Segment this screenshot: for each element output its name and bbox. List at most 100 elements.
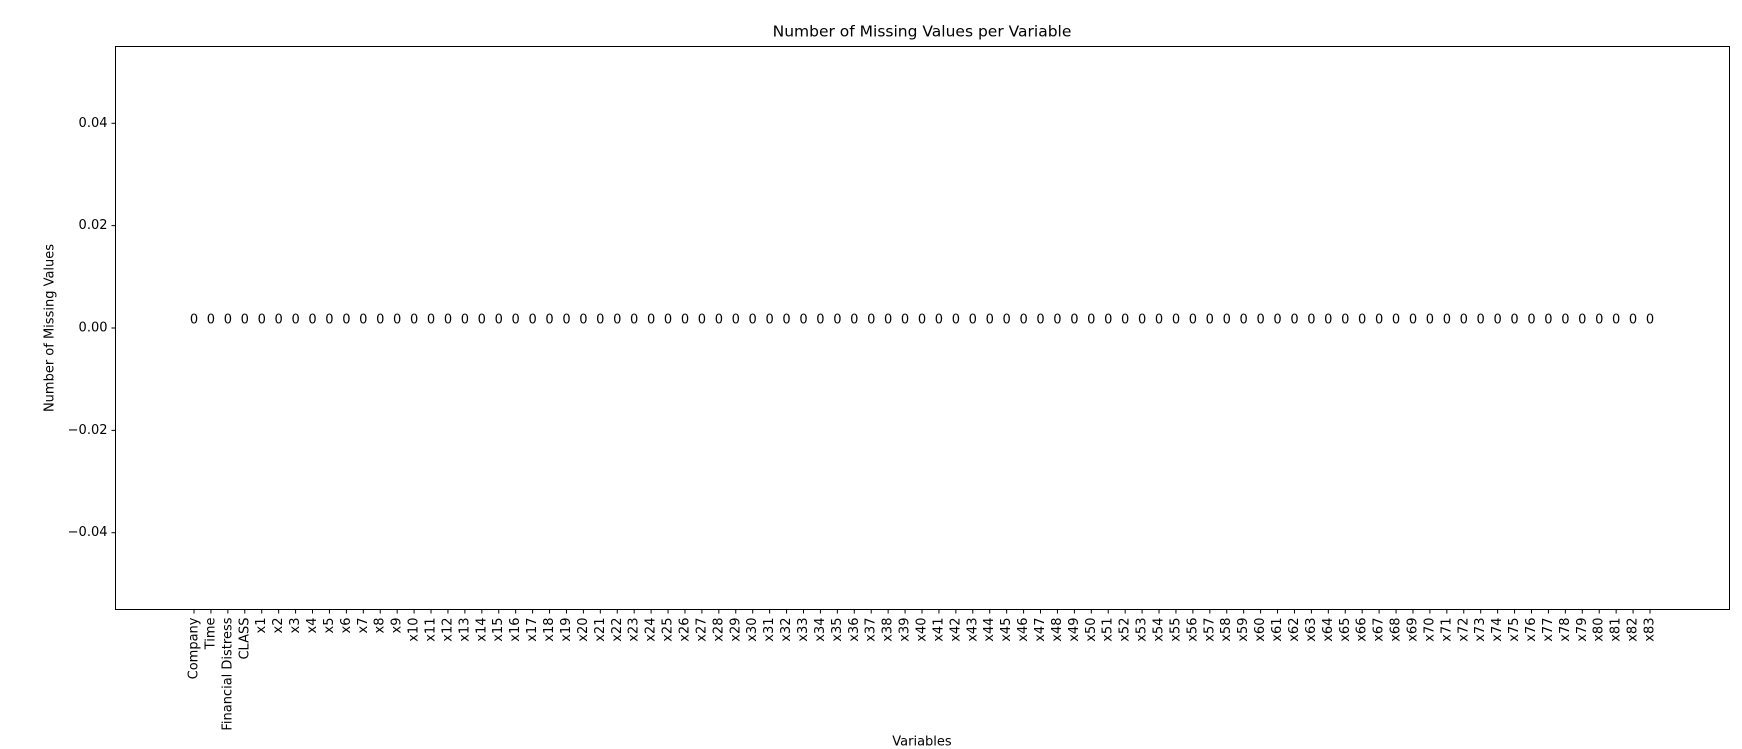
x-tick-label: x18: [542, 618, 557, 642]
x-tick-label: x19: [559, 618, 574, 642]
value-label: 0: [732, 313, 740, 328]
value-label: 0: [1561, 313, 1569, 328]
value-label: 0: [359, 313, 367, 328]
plot-frame: [115, 46, 1730, 610]
x-tick-label: x46: [1016, 618, 1031, 642]
value-label: 0: [1223, 313, 1231, 328]
x-tick-label: x10: [407, 618, 422, 642]
x-tick-label: Time: [203, 618, 218, 651]
x-tick-label: x32: [779, 618, 794, 642]
value-label: 0: [1070, 313, 1078, 328]
x-tick-label: x17: [525, 618, 540, 642]
x-tick-label: x33: [796, 618, 811, 642]
value-label: 0: [1138, 313, 1146, 328]
value-label: 0: [224, 313, 232, 328]
x-tick-label: x56: [1185, 618, 1200, 642]
x-tick-label: x3: [288, 618, 303, 634]
x-tick-label: x8: [373, 618, 388, 634]
value-label: 0: [1595, 313, 1603, 328]
value-label: 0: [1087, 313, 1095, 328]
value-label: 0: [258, 313, 266, 328]
value-label: 0: [308, 313, 316, 328]
value-label: 0: [1358, 313, 1366, 328]
value-label: 0: [1375, 313, 1383, 328]
x-tick-label: x27: [694, 618, 709, 642]
value-label: 0: [512, 313, 520, 328]
value-label: 0: [799, 313, 807, 328]
value-label: 0: [596, 313, 604, 328]
chart-title: Number of Missing Values per Variable: [773, 23, 1072, 41]
x-tick-label: x34: [813, 618, 828, 642]
x-tick-label: x50: [1084, 618, 1099, 642]
value-label: 0: [495, 313, 503, 328]
x-tick-label: x75: [1507, 618, 1522, 642]
value-label: 0: [410, 313, 418, 328]
value-label: 0: [444, 313, 452, 328]
value-label: 0: [1290, 313, 1298, 328]
value-label: 0: [1477, 313, 1485, 328]
value-label: 0: [1460, 313, 1468, 328]
x-tick-label: x5: [322, 618, 337, 634]
x-tick-label: x70: [1422, 618, 1437, 642]
value-label: 0: [1578, 313, 1586, 328]
x-tick-label: x4: [305, 618, 320, 634]
value-label: 0: [275, 313, 283, 328]
value-label: 0: [1240, 313, 1248, 328]
value-label: 0: [884, 313, 892, 328]
x-tick-label: x62: [1287, 618, 1302, 642]
value-label: 0: [1172, 313, 1180, 328]
x-tick-label: x11: [424, 618, 439, 642]
value-label: 0: [528, 313, 536, 328]
value-label: 0: [850, 313, 858, 328]
x-tick-label: x15: [491, 618, 506, 642]
x-tick-label: x57: [1202, 618, 1217, 642]
x-tick-label: x16: [508, 618, 523, 642]
value-label: 0: [749, 313, 757, 328]
value-label: 0: [1155, 313, 1163, 328]
value-label: 0: [1646, 313, 1654, 328]
x-tick-label: x12: [440, 618, 455, 642]
x-tick-label: x55: [1168, 618, 1183, 642]
x-tick-label: x73: [1473, 618, 1488, 642]
x-tick-label: x78: [1558, 618, 1573, 642]
x-tick-label: x20: [576, 618, 591, 642]
value-label: 0: [1104, 313, 1112, 328]
value-label: 0: [935, 313, 943, 328]
x-tick-label: x14: [474, 618, 489, 642]
value-label: 0: [867, 313, 875, 328]
value-label: 0: [325, 313, 333, 328]
value-label: 0: [1273, 313, 1281, 328]
value-label: 0: [647, 313, 655, 328]
x-tick-label: x65: [1338, 618, 1353, 642]
x-tick-label: x1: [254, 618, 269, 634]
x-tick-label: x79: [1575, 618, 1590, 642]
x-tick-label: x49: [1067, 618, 1082, 642]
x-tick-label: x13: [457, 618, 472, 642]
value-label: 0: [393, 313, 401, 328]
x-tick-label: x7: [356, 618, 371, 634]
value-label: 0: [630, 313, 638, 328]
x-tick-label: x63: [1304, 618, 1319, 642]
value-label: 0: [478, 313, 486, 328]
value-label: 0: [1307, 313, 1315, 328]
value-label: 0: [1612, 313, 1620, 328]
value-label: 0: [986, 313, 994, 328]
x-tick-label: x22: [610, 618, 625, 642]
x-tick-label: x77: [1541, 618, 1556, 642]
value-label: 0: [1527, 313, 1535, 328]
y-tick-label: 0.02: [79, 218, 108, 233]
x-tick-label: x29: [728, 618, 743, 642]
x-tick-label: x74: [1490, 618, 1505, 642]
x-tick-label: x35: [830, 618, 845, 642]
x-tick-label: x24: [644, 618, 659, 642]
value-label: 0: [1036, 313, 1044, 328]
x-tick-label: x61: [1270, 618, 1285, 642]
value-label: 0: [1003, 313, 1011, 328]
x-tick-label: x82: [1626, 618, 1641, 642]
x-tick-label: x39: [898, 618, 913, 642]
x-tick-label: Company: [187, 617, 202, 679]
value-label: 0: [190, 313, 198, 328]
x-tick-label: x43: [965, 618, 980, 642]
x-tick-label: x41: [931, 618, 946, 642]
